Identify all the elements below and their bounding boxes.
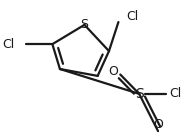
Text: O: O <box>153 118 163 131</box>
Text: S: S <box>80 18 89 31</box>
Text: Cl: Cl <box>126 10 138 23</box>
Text: Cl: Cl <box>169 87 182 100</box>
Text: Cl: Cl <box>2 38 15 51</box>
Text: O: O <box>108 65 118 78</box>
Text: S: S <box>135 87 144 101</box>
